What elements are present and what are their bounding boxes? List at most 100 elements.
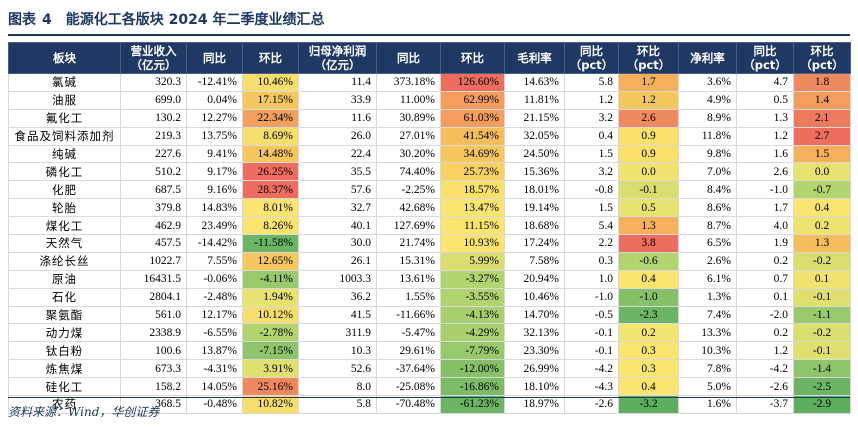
data-cell-rev-yoy: -4.31% [186, 359, 243, 379]
data-cell-profit: 1003.3 [298, 269, 377, 289]
data-cell-pro-yoy: -70.48% [376, 395, 441, 414]
column-header-text: 同比 [580, 44, 603, 58]
data-cell-pro-yoy: 15.31% [376, 251, 441, 271]
data-cell-rev-qoq: 17.15% [242, 90, 299, 110]
column-header: 同比 （pct） [564, 42, 619, 74]
data-cell-pro-qoq: 18.57% [440, 180, 505, 200]
data-cell-gm: 23.30% [504, 341, 565, 361]
table-row: 氯碱 320.3 -12.41% 10.46% 11.4 373.18% 126.60% 14… [8, 73, 851, 92]
data-cell-pro-yoy: -37.64% [376, 359, 441, 379]
column-header: 环比 [440, 42, 505, 74]
sector-name-cell: 石化 [8, 287, 121, 307]
data-cell-gm-qoq: 1.7 [618, 73, 679, 92]
data-cell-rev-qoq: 8.26% [242, 216, 299, 236]
data-cell-gm-yoy: -0.8 [564, 180, 619, 200]
data-cell-revenue: 462.9 [120, 216, 187, 236]
sector-name-cell: 聚氨酯 [8, 305, 121, 325]
data-cell-rev-yoy: 23.49% [186, 216, 243, 236]
data-cell-nm-yoy: 1.3 [736, 108, 794, 128]
data-cell-rev-yoy: 14.05% [186, 377, 243, 397]
data-cell-profit: 26.1 [298, 251, 377, 271]
data-cell-rev-qoq: 10.46% [242, 73, 299, 92]
data-cell-nm-yoy: 0.1 [736, 287, 794, 307]
data-cell-gm: 11.81% [504, 90, 565, 110]
column-header-text: 环比 [259, 51, 282, 65]
data-cell-gm: 14.70% [504, 305, 565, 325]
column-header-text: （pct） [569, 58, 614, 72]
data-cell-gm-qoq: 0.5 [618, 198, 679, 218]
data-cell-revenue: 673.3 [120, 359, 187, 379]
data-cell-nm-yoy: 2.6 [736, 162, 794, 182]
column-header-text: 环比 [461, 51, 484, 65]
data-cell-nm-qoq: 0.1 [793, 269, 851, 289]
data-cell-gm-yoy: 3.2 [564, 162, 619, 182]
data-cell-gm-yoy: -1.0 [564, 287, 619, 307]
data-cell-nm: 13.3% [678, 323, 737, 343]
data-cell-profit: 57.6 [298, 180, 377, 200]
data-cell-pro-yoy: -11.66% [376, 305, 441, 325]
sector-name-cell: 氯碱 [8, 73, 121, 92]
header-row: 板块 营业收入 （亿元） 同比 环比 归母净利润 （亿元） 同比 环比 毛利率 同比 （pct） 环比（… [8, 42, 851, 74]
data-cell-gm: 24.50% [504, 144, 565, 164]
data-cell-pro-yoy: 21.74% [376, 234, 441, 253]
data-cell-gm-yoy: 0.3 [564, 251, 619, 271]
data-cell-rev-yoy: -2.48% [186, 287, 243, 307]
figure-number: 4 [42, 12, 52, 28]
data-cell-nm-yoy: 4.0 [736, 216, 794, 236]
data-cell-gm-qoq: 0.3 [618, 359, 679, 379]
data-cell-gm-qoq: -2.3 [618, 305, 679, 325]
data-cell-nm-qoq: 0.2 [793, 216, 851, 236]
figure-title: 图表 4 能源化工各版块 2024 年二季度业绩汇总 [8, 9, 324, 29]
data-cell-nm-qoq: -0.2 [793, 323, 851, 343]
column-header: 环比 （pct） [618, 42, 679, 74]
data-cell-nm: 7.8% [678, 359, 737, 379]
data-cell-gm-qoq: -0.1 [618, 180, 679, 200]
data-cell-nm: 7.0% [678, 162, 737, 182]
data-cell-nm-qoq: -0.1 [793, 287, 851, 307]
data-cell-rev-qoq: 28.37% [242, 180, 299, 200]
data-cell-pro-yoy: -25.08% [376, 377, 441, 397]
sector-name-cell: 炼焦煤 [8, 359, 121, 379]
data-cell-rev-qoq: 8.01% [242, 198, 299, 218]
data-cell-rev-yoy: 7.55% [186, 251, 243, 271]
data-cell-pro-yoy: 29.61% [376, 341, 441, 361]
data-cell-gm: 10.46% [504, 287, 565, 307]
data-cell-nm: 4.9% [678, 90, 737, 110]
column-header-text: 同比 [203, 51, 226, 65]
column-header: 板块 [8, 42, 121, 74]
sector-name-cell: 轮胎 [8, 198, 121, 218]
table-row: 动力煤 2338.9 -6.55% -2.78% 311.9 -5.47% -4.29% 32… [8, 323, 851, 343]
data-cell-nm-qoq: 1.5 [793, 144, 851, 164]
data-cell-gm: 32.05% [504, 126, 565, 146]
data-cell-rev-qoq: -2.78% [242, 323, 299, 343]
data-cell-gm: 18.68% [504, 216, 565, 236]
data-cell-revenue: 2804.1 [120, 287, 187, 307]
data-cell-rev-qoq: 22.34% [242, 108, 299, 128]
data-cell-gm-qoq: 0.4 [618, 269, 679, 289]
data-cell-nm: 8.6% [678, 198, 737, 218]
data-cell-gm-yoy: -0.1 [564, 341, 619, 361]
data-cell-pro-qoq: 41.54% [440, 126, 505, 146]
data-cell-nm: 7.4% [678, 305, 737, 325]
data-cell-nm-qoq: 1.8 [793, 73, 851, 92]
data-cell-nm-yoy: -4.2 [736, 359, 794, 379]
data-cell-nm: 2.6% [678, 251, 737, 271]
data-cell-gm-yoy: 1.2 [564, 90, 619, 110]
sector-name-cell: 磷化工 [8, 162, 121, 182]
column-header-text: （亿元） [130, 58, 177, 72]
data-cell-rev-qoq: 25.16% [242, 377, 299, 397]
data-cell-rev-qoq: 10.12% [242, 305, 299, 325]
data-cell-gm-yoy: 1.5 [564, 198, 619, 218]
data-cell-pro-yoy: 30.20% [376, 144, 441, 164]
data-cell-nm-yoy: -2.6 [736, 377, 794, 397]
column-header-text: 环比 [637, 44, 660, 58]
data-cell-pro-qoq: 5.99% [440, 251, 505, 271]
data-cell-rev-qoq: 12.65% [242, 251, 299, 271]
data-cell-rev-qoq: 1.94% [242, 287, 299, 307]
data-cell-nm: 9.8% [678, 144, 737, 164]
data-cell-nm-yoy: 1.7 [736, 198, 794, 218]
data-cell-gm-yoy: 0.4 [564, 126, 619, 146]
data-cell-gm: 18.01% [504, 180, 565, 200]
sector-name-cell: 天然气 [8, 234, 121, 253]
data-cell-gm-yoy: -4.2 [564, 359, 619, 379]
